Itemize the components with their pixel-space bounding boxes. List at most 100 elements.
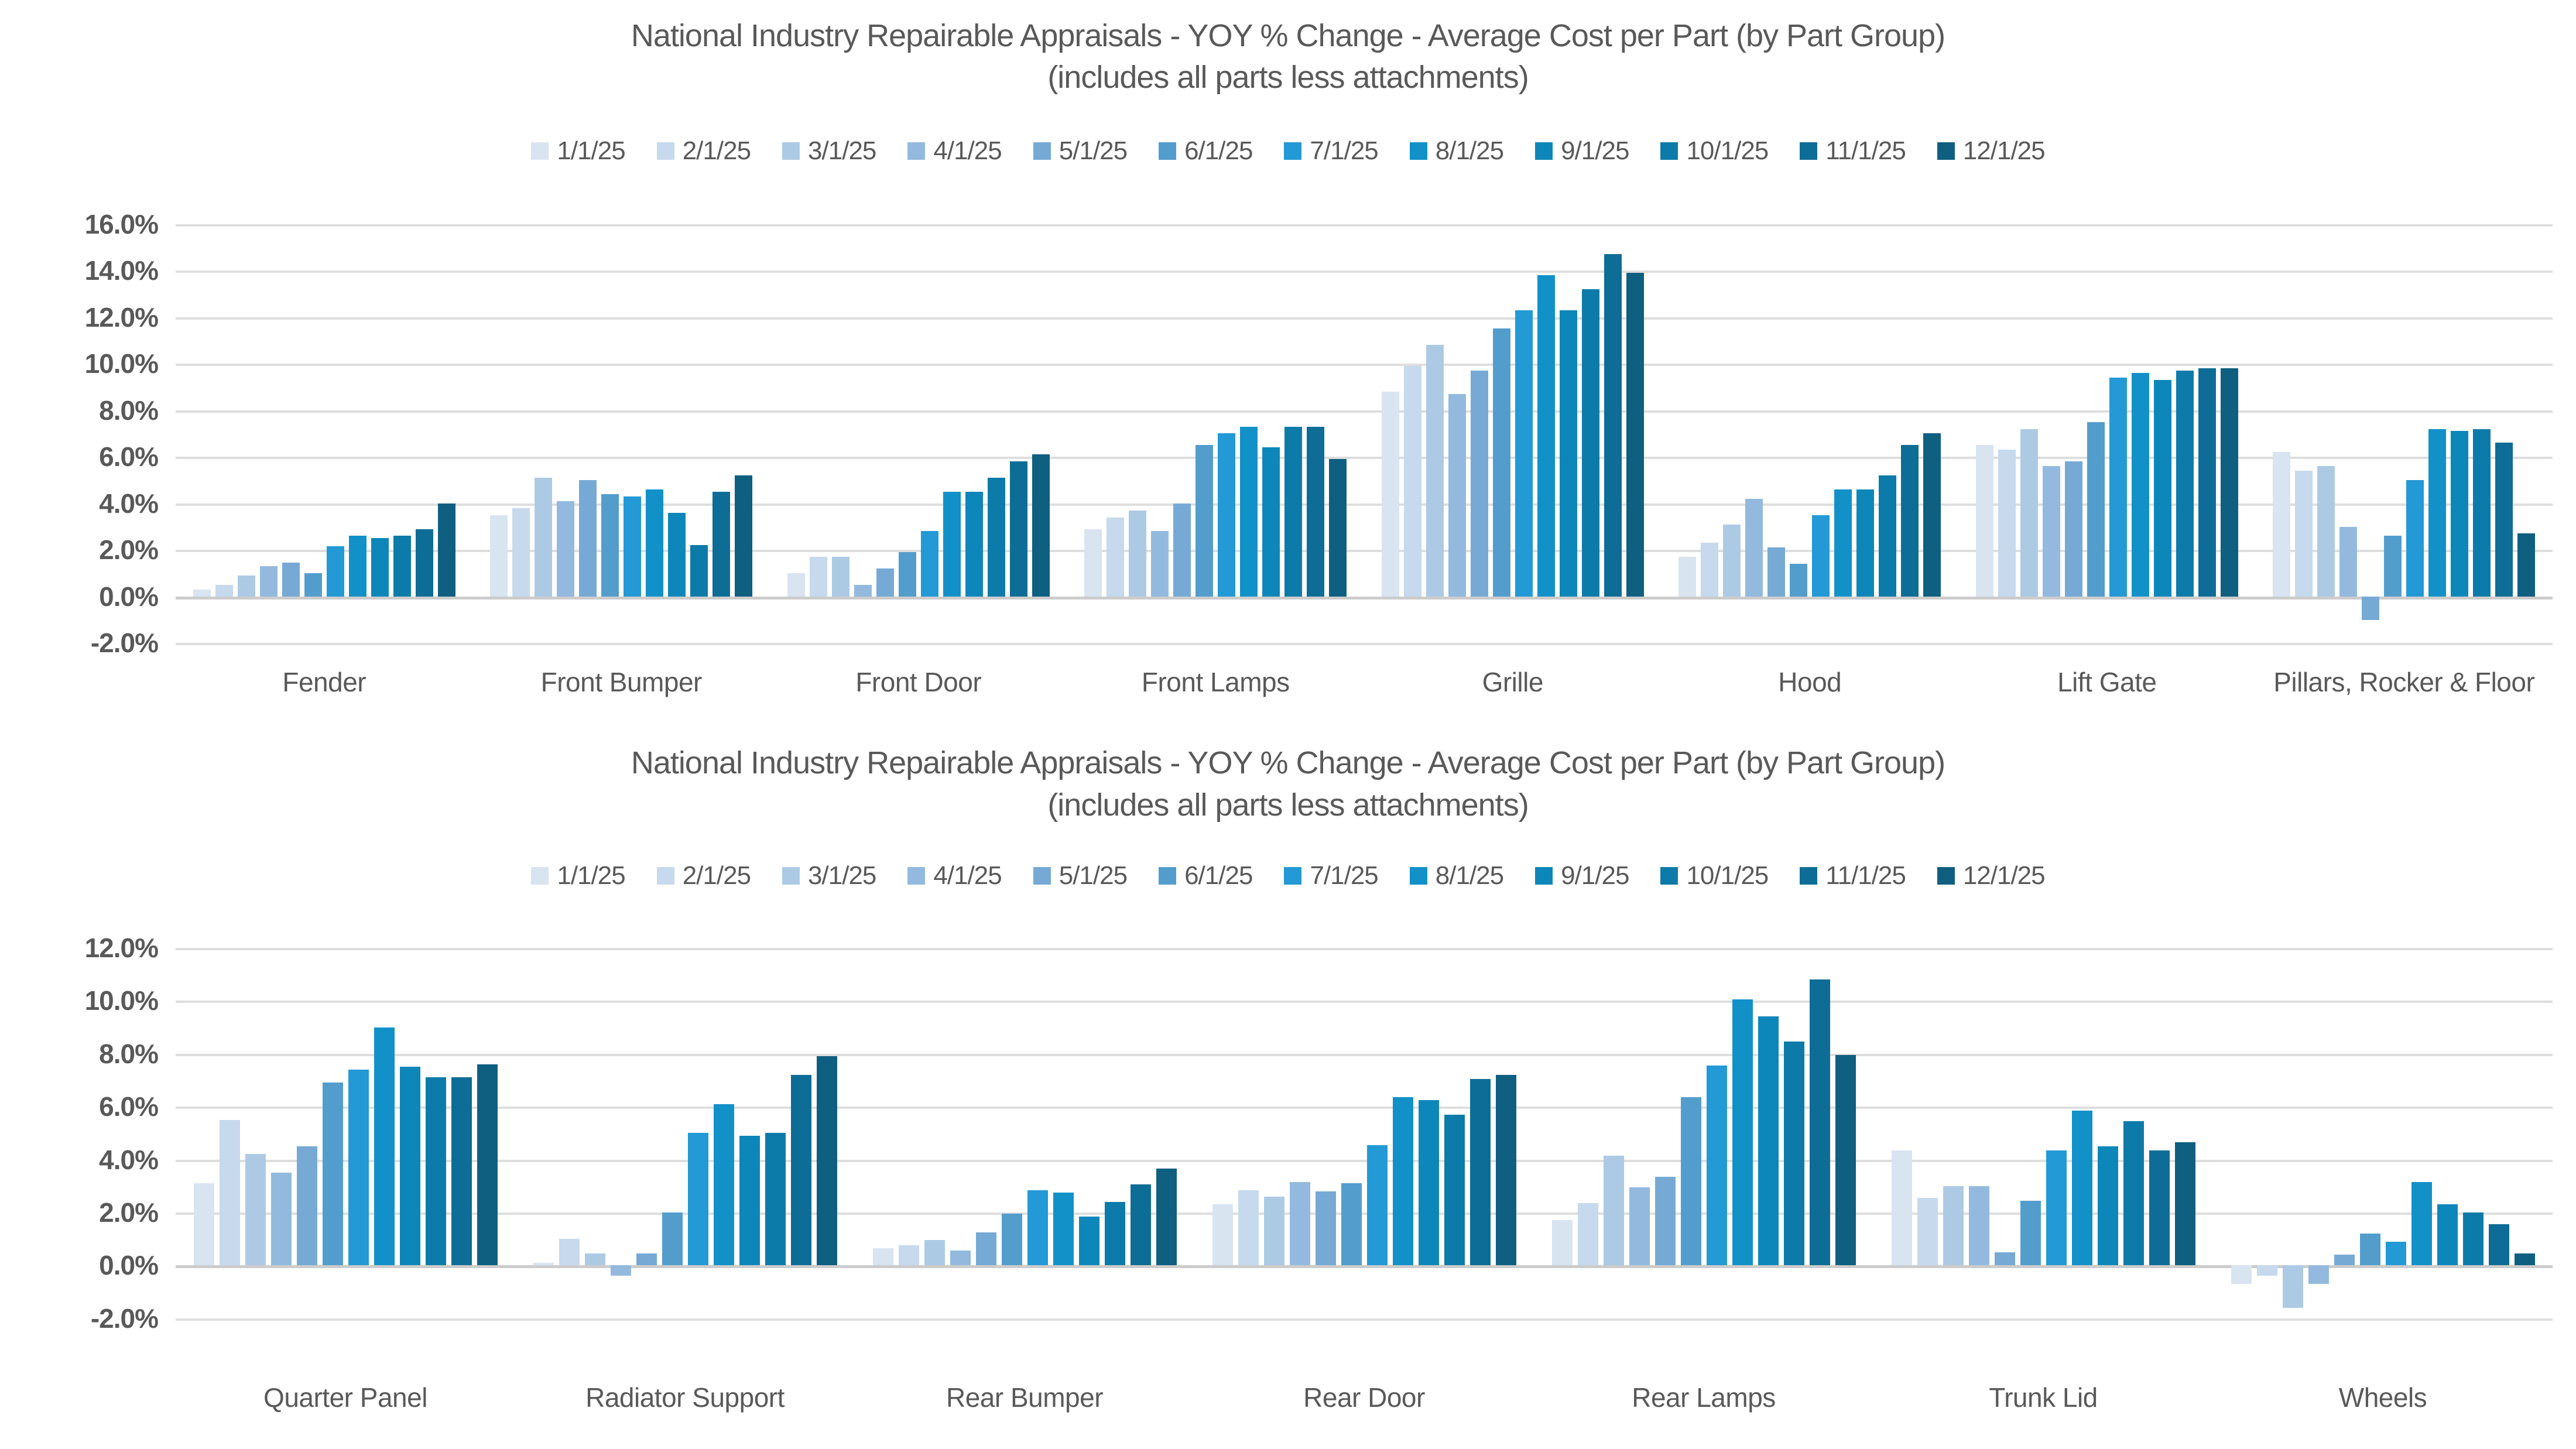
- bar-1/1/25-Hood: [1678, 557, 1697, 597]
- bar-11/1/25-Fender: [415, 529, 433, 597]
- bar-10/1/25-Pillars, Rocker & Floor: [2473, 429, 2491, 597]
- legend-swatch-icon: [656, 142, 674, 160]
- bar-5/1/25-Pillars, Rocker & Floor: [2362, 596, 2380, 620]
- chart-title: National Industry Repairable Appraisals …: [0, 0, 2576, 99]
- bar-4/1/25-Rear Lamps: [1629, 1187, 1650, 1266]
- legend-swatch-icon: [1937, 866, 1955, 885]
- legend-label: 9/1/25: [1561, 861, 1629, 890]
- category-label: Rear Lamps: [1632, 1382, 1776, 1413]
- legend-label: 4/1/25: [933, 861, 1002, 890]
- legend-label: 10/1/25: [1686, 136, 1769, 165]
- legend-item-10/1/25: 10/1/25: [1660, 861, 1769, 890]
- bar-10/1/25-Lift Gate: [2176, 371, 2194, 597]
- bar-8/1/25-Pillars, Rocker & Floor: [2428, 429, 2447, 597]
- legend-swatch-icon: [531, 866, 549, 885]
- legend-item-7/1/25: 7/1/25: [1284, 861, 1379, 890]
- legend-swatch-icon: [531, 142, 549, 160]
- y-tick-label: 4.0%: [99, 1144, 159, 1175]
- legend-label: 4/1/25: [933, 136, 1002, 165]
- gridline: [176, 550, 2553, 553]
- legend-label: 5/1/25: [1059, 136, 1128, 165]
- bar-11/1/25-Grille: [1604, 254, 1622, 597]
- bar-7/1/25-Lift Gate: [2109, 378, 2127, 597]
- bar-10/1/25-Wheels: [2462, 1212, 2483, 1266]
- gridline: [176, 317, 2553, 320]
- bar-8/1/25-Rear Lamps: [1732, 999, 1753, 1266]
- bar-5/1/25-Fender: [282, 563, 300, 597]
- chart-title-line1: National Industry Repairable Appraisals …: [631, 18, 1945, 53]
- bar-3/1/25-Fender: [237, 576, 255, 597]
- bar-2/1/25-Rear Lamps: [1577, 1203, 1598, 1266]
- legend-swatch-icon: [1033, 142, 1051, 160]
- bar-7/1/25-Rear Bumper: [1027, 1190, 1048, 1266]
- category-label: Trunk Lid: [1989, 1382, 2098, 1413]
- gridline: [176, 457, 2553, 460]
- legend-swatch-icon: [656, 866, 674, 885]
- bar-12/1/25-Rear Lamps: [1835, 1054, 1856, 1266]
- legend-item-7/1/25: 7/1/25: [1284, 136, 1379, 166]
- bar-2/1/25-Wheels: [2256, 1265, 2277, 1276]
- gridline: [176, 1318, 2553, 1321]
- legend-label: 3/1/25: [808, 136, 876, 165]
- bar-5/1/25-Lift Gate: [2064, 461, 2082, 597]
- bar-10/1/25-Rear Door: [1444, 1114, 1465, 1266]
- legend-item-10/1/25: 10/1/25: [1660, 136, 1769, 166]
- bar-3/1/25-Rear Lamps: [1603, 1155, 1624, 1266]
- bar-4/1/25-Hood: [1745, 498, 1763, 597]
- bar-3/1/25-Rear Door: [1263, 1196, 1284, 1266]
- y-tick-label: 6.0%: [99, 441, 159, 472]
- bar-5/1/25-Quarter Panel: [296, 1146, 317, 1266]
- bar-9/1/25-Lift Gate: [2153, 379, 2171, 597]
- bar-7/1/25-Front Lamps: [1218, 433, 1236, 597]
- bar-3/1/25-Quarter Panel: [245, 1154, 266, 1266]
- bar-6/1/25-Radiator Support: [662, 1212, 683, 1266]
- legend-item-12/1/25: 12/1/25: [1937, 861, 2046, 890]
- category-label: Rear Door: [1303, 1382, 1425, 1413]
- bar-1/1/25-Fender: [193, 589, 211, 597]
- gridline: [176, 364, 2553, 366]
- category-label: Front Bumper: [540, 667, 703, 698]
- bar-4/1/25-Radiator Support: [610, 1265, 631, 1276]
- bar-5/1/25-Front Lamps: [1173, 503, 1191, 597]
- legend-label: 11/1/25: [1825, 861, 1906, 890]
- bar-11/1/25-Rear Door: [1469, 1078, 1491, 1266]
- legend-item-11/1/25: 11/1/25: [1800, 861, 1906, 890]
- legend-label: 2/1/25: [682, 861, 751, 890]
- bar-6/1/25-Quarter Panel: [322, 1083, 343, 1266]
- legend-swatch-icon: [1800, 866, 1818, 885]
- bar-2/1/25-Fender: [215, 584, 233, 597]
- bar-6/1/25-Hood: [1790, 564, 1808, 597]
- bar-3/1/25-Radiator Support: [584, 1253, 605, 1266]
- bar-12/1/25-Wheels: [2514, 1253, 2535, 1266]
- bar-4/1/25-Rear Door: [1289, 1181, 1310, 1266]
- legend-item-8/1/25: 8/1/25: [1409, 861, 1504, 890]
- legend-label: 10/1/25: [1686, 861, 1769, 890]
- category-label: Front Lamps: [1141, 667, 1290, 698]
- bar-1/1/25-Pillars, Rocker & Floor: [2273, 452, 2291, 597]
- bar-5/1/25-Trunk Lid: [1994, 1252, 2015, 1266]
- y-tick-label: 12.0%: [84, 932, 159, 963]
- legend-label: 7/1/25: [1310, 136, 1378, 165]
- bar-2/1/25-Rear Bumper: [898, 1245, 919, 1266]
- bar-12/1/25-Hood: [1923, 433, 1941, 597]
- bar-9/1/25-Grille: [1559, 310, 1577, 597]
- bar-3/1/25-Hood: [1723, 524, 1741, 597]
- bar-1/1/25-Rear Door: [1212, 1204, 1233, 1266]
- bar-9/1/25-Hood: [1856, 489, 1875, 597]
- bar-5/1/25-Wheels: [2334, 1255, 2355, 1266]
- legend-item-1/1/25: 1/1/25: [531, 861, 626, 890]
- gridline: [176, 224, 2553, 227]
- bar-4/1/25-Quarter Panel: [270, 1173, 292, 1266]
- y-tick-label: 0.0%: [99, 1250, 159, 1281]
- legend-item-6/1/25: 6/1/25: [1159, 136, 1253, 166]
- category-label: Lift Gate: [2057, 667, 2157, 698]
- category-axis: Quarter Panel Radiator Support Rear Bumper…: [176, 1382, 2553, 1413]
- gridline: [176, 1053, 2553, 1056]
- category-label: Front Door: [855, 667, 982, 698]
- bar-7/1/25-Radiator Support: [687, 1133, 708, 1266]
- bar-10/1/25-Front Bumper: [690, 545, 708, 597]
- bar-1/1/25-Front Bumper: [490, 515, 508, 597]
- gridline: [176, 947, 2553, 950]
- bar-8/1/25-Fender: [348, 536, 366, 597]
- bar-11/1/25-Front Bumper: [712, 491, 731, 597]
